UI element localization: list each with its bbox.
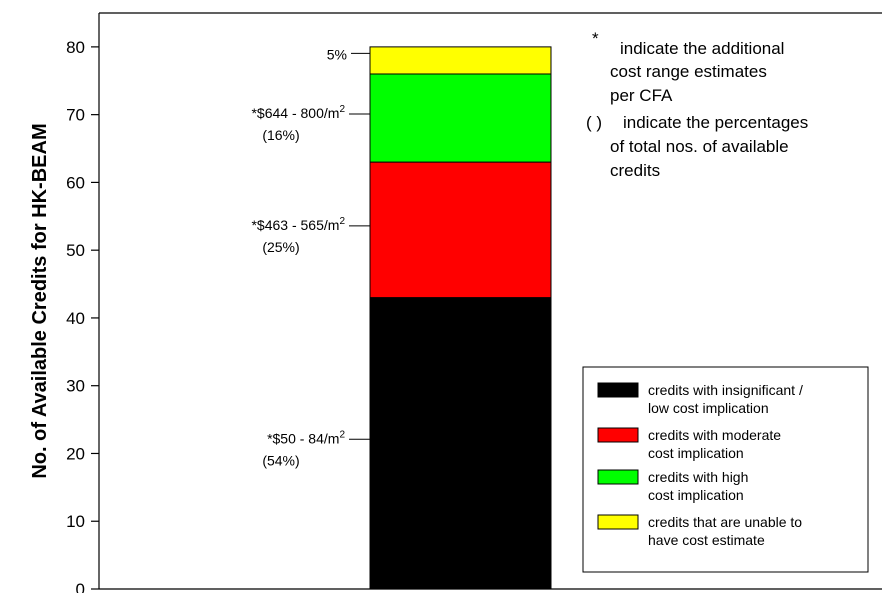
- legend-label: credits that are unable to: [648, 514, 802, 530]
- bar-segment: [369, 73, 552, 163]
- legend-label: credits with insignificant /: [648, 382, 803, 398]
- y-axis-label: No. of Available Credits for HK-BEAM: [29, 123, 51, 478]
- y-tick-label: 50: [66, 241, 85, 260]
- segment-cost-label: *$463 - 565/m2: [251, 216, 345, 233]
- segment-cost-label: *$50 - 84/m2: [267, 429, 345, 446]
- legend-label: cost implication: [648, 487, 744, 503]
- legend-label: low cost implication: [648, 400, 769, 416]
- segment-percent-label: 5%: [327, 46, 347, 62]
- legend-swatch: [597, 514, 639, 530]
- y-tick-label: 30: [66, 377, 85, 396]
- note-asterisk-line: per CFA: [610, 86, 673, 105]
- legend-label: have cost estimate: [648, 532, 765, 548]
- legend-swatch: [597, 427, 639, 443]
- y-tick-label: 70: [66, 106, 85, 125]
- note-parenthesis-symbol: ( ): [586, 113, 602, 132]
- segment-percent-label: (54%): [262, 452, 299, 468]
- note-parenthesis-line: credits: [610, 161, 660, 180]
- legend-label: credits with moderate: [648, 427, 781, 443]
- legend-label: cost implication: [648, 445, 744, 461]
- legend-swatch: [597, 469, 639, 485]
- segment-percent-label: (16%): [262, 127, 299, 143]
- legend-label: credits with high: [648, 469, 748, 485]
- y-tick-label: 20: [66, 444, 85, 463]
- note-parenthesis-line: indicate the percentages: [623, 113, 808, 132]
- note-parenthesis-line: of total nos. of available: [610, 137, 789, 156]
- segment-percent-label: (25%): [262, 239, 299, 255]
- bar-segment: [369, 161, 552, 299]
- y-tick-label: 60: [66, 173, 85, 192]
- segment-cost-label: *$644 - 800/m2: [251, 104, 345, 121]
- bar-segment: [369, 46, 552, 75]
- bar-segment: [369, 297, 552, 590]
- y-tick-label: 10: [66, 512, 85, 531]
- legend-swatch: [597, 382, 639, 398]
- y-tick-label: 0: [76, 580, 85, 593]
- y-tick-label: 40: [66, 309, 85, 328]
- note-asterisk-line: indicate the additional: [620, 39, 784, 58]
- note-asterisk-line: cost range estimates: [610, 62, 767, 81]
- y-tick-label: 80: [66, 38, 85, 57]
- note-asterisk-symbol: *: [592, 29, 599, 48]
